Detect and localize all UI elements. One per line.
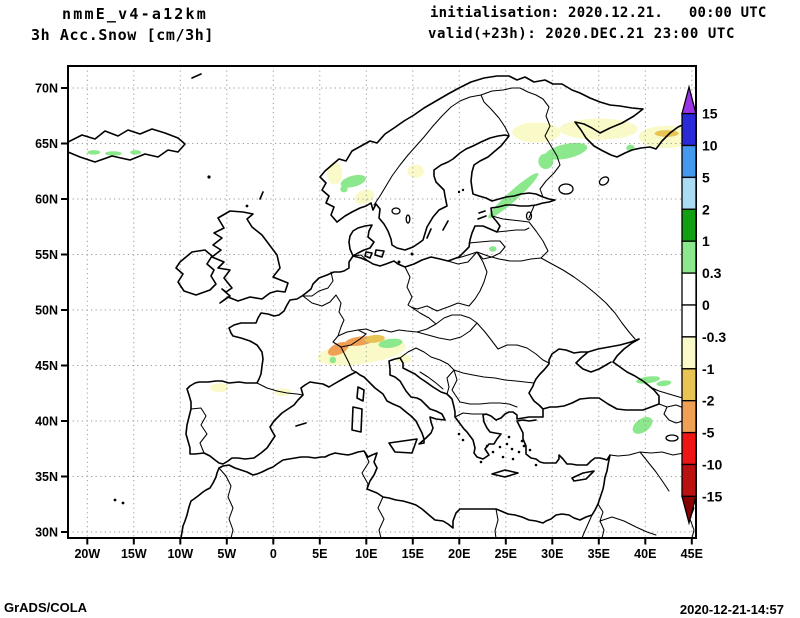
- colorbar-segment: [681, 144, 697, 179]
- snow-patch: [340, 174, 366, 188]
- grads-cola-credit: GrADS/COLA: [4, 600, 88, 615]
- colorbar-segment: [681, 304, 697, 338]
- colorbar-segment: [681, 400, 697, 434]
- colorbar-level-label: 2: [702, 201, 710, 217]
- colorbar-level-label: -1: [702, 361, 715, 377]
- y-tick-label: 50N: [35, 304, 58, 318]
- snow-patch: [87, 150, 101, 155]
- plot-title-model: nmmE_v4-a12km: [62, 5, 208, 23]
- snow-patch: [512, 122, 561, 143]
- colorbar-level-label: -2: [702, 393, 715, 409]
- x-tick-label: 20W: [74, 547, 100, 561]
- plot-initialisation-time: initialisation: 2020.12.21. 00:00 UTC: [430, 5, 767, 21]
- x-tick-label: 10E: [355, 547, 377, 561]
- colorbar-above-triangle: [681, 84, 697, 115]
- country-borders: [190, 87, 696, 538]
- x-tick-label: 15E: [402, 547, 424, 561]
- colorbar-level-label: -5: [702, 425, 715, 441]
- colorbar-legend: 15 10 5 2 1 0.3 0 -0.3 -1 -2 -5 -10 -15: [681, 84, 726, 526]
- colorbar-level-label: 10: [702, 138, 718, 154]
- plot-title-field: 3h Acc.Snow [cm/3h]: [31, 26, 214, 44]
- snow-patch: [327, 162, 343, 185]
- x-tick-label: 30E: [541, 547, 563, 561]
- coastline-black-sea: [528, 338, 660, 411]
- coastline-great-britain: [211, 210, 289, 304]
- colorbar-level-label: -15: [702, 488, 722, 504]
- snow-patch: [538, 153, 554, 170]
- colorbar-segment: [681, 336, 697, 370]
- x-tick-label: 40E: [634, 547, 656, 561]
- colorbar-segment: [681, 368, 697, 402]
- colorbar-segment: [681, 272, 697, 306]
- coastline-ireland: [175, 249, 217, 296]
- colorbar-level-label: 5: [702, 169, 710, 185]
- snow-patch: [210, 383, 229, 393]
- snow-patch: [329, 356, 337, 364]
- coastline-islands: [191, 73, 595, 482]
- x-tick-label: 5W: [217, 547, 236, 561]
- snow-patch: [396, 354, 411, 364]
- colorbar-segment: [681, 176, 697, 210]
- snow-patch: [104, 151, 122, 156]
- snow-patch: [378, 338, 403, 349]
- political-boundaries: [190, 87, 696, 538]
- snow-patch: [130, 150, 142, 155]
- snow-shaded-regions: [87, 118, 695, 434]
- colorbar-segment: [681, 112, 697, 147]
- colorbar-level-label: 1: [702, 233, 710, 249]
- colorbar-level-label: 15: [702, 106, 718, 122]
- snow-patch: [632, 417, 653, 434]
- coastlines: [68, 73, 696, 538]
- snow-patch: [407, 164, 424, 178]
- snow-patch: [545, 142, 588, 160]
- snow-patch: [328, 341, 349, 356]
- colorbar-level-label: -0.3: [702, 329, 726, 345]
- x-tick-label: 35E: [588, 547, 610, 561]
- small-island-dots: [113, 175, 538, 505]
- y-tick-label: 60N: [35, 193, 58, 207]
- y-tick-label: 55N: [35, 248, 58, 262]
- snow-patch: [364, 334, 385, 343]
- x-tick-label: 25E: [495, 547, 517, 561]
- coastline-mediterranean-south: [180, 419, 611, 538]
- coastline-iceland: [68, 128, 186, 163]
- plot-valid-time: valid(+23h): 2020.DEC.21 23:00 UTC: [428, 26, 735, 42]
- y-tick-label: 45N: [35, 359, 58, 373]
- x-tick-label: 15W: [121, 547, 147, 561]
- snow-patch: [636, 376, 661, 384]
- colorbar-segment: [681, 240, 697, 274]
- snow-patch: [354, 189, 375, 204]
- snow-patch: [489, 246, 497, 252]
- colorbar-segment: [681, 463, 697, 498]
- colorbar-below-triangle: [681, 495, 697, 526]
- x-tick-label: 5E: [312, 547, 327, 561]
- axis-ticks: [61, 87, 693, 545]
- y-tick-label: 35N: [35, 470, 58, 484]
- colorbar-level-label: 0: [702, 297, 710, 313]
- colorbar-segment: [681, 431, 697, 466]
- colorbar-level-label: -10: [702, 457, 722, 473]
- snow-patch: [340, 185, 348, 193]
- x-tick-label: 0: [270, 547, 277, 561]
- coastline-europe-mainland: [185, 134, 556, 465]
- colorbar-segment: [681, 208, 697, 242]
- colorbar-level-label: 0.3: [702, 265, 722, 281]
- x-tick-label: 45E: [681, 547, 703, 561]
- y-tick-label: 40N: [35, 415, 58, 429]
- x-tick-label: 20E: [448, 547, 470, 561]
- x-tick-label: 10W: [167, 547, 193, 561]
- y-tick-label: 65N: [35, 137, 58, 151]
- coastline-scandinavia-north: [319, 75, 696, 223]
- axis-labels: 20W 15W 10W 5W 0 5E 10E 15E 20E 25E 30E 35E 40E 45E 70…: [35, 82, 703, 562]
- creation-timestamp: 2020-12-21-14:57: [679, 602, 784, 617]
- y-tick-label: 70N: [35, 82, 58, 96]
- snow-patch: [656, 380, 672, 387]
- y-tick-label: 30N: [35, 526, 58, 540]
